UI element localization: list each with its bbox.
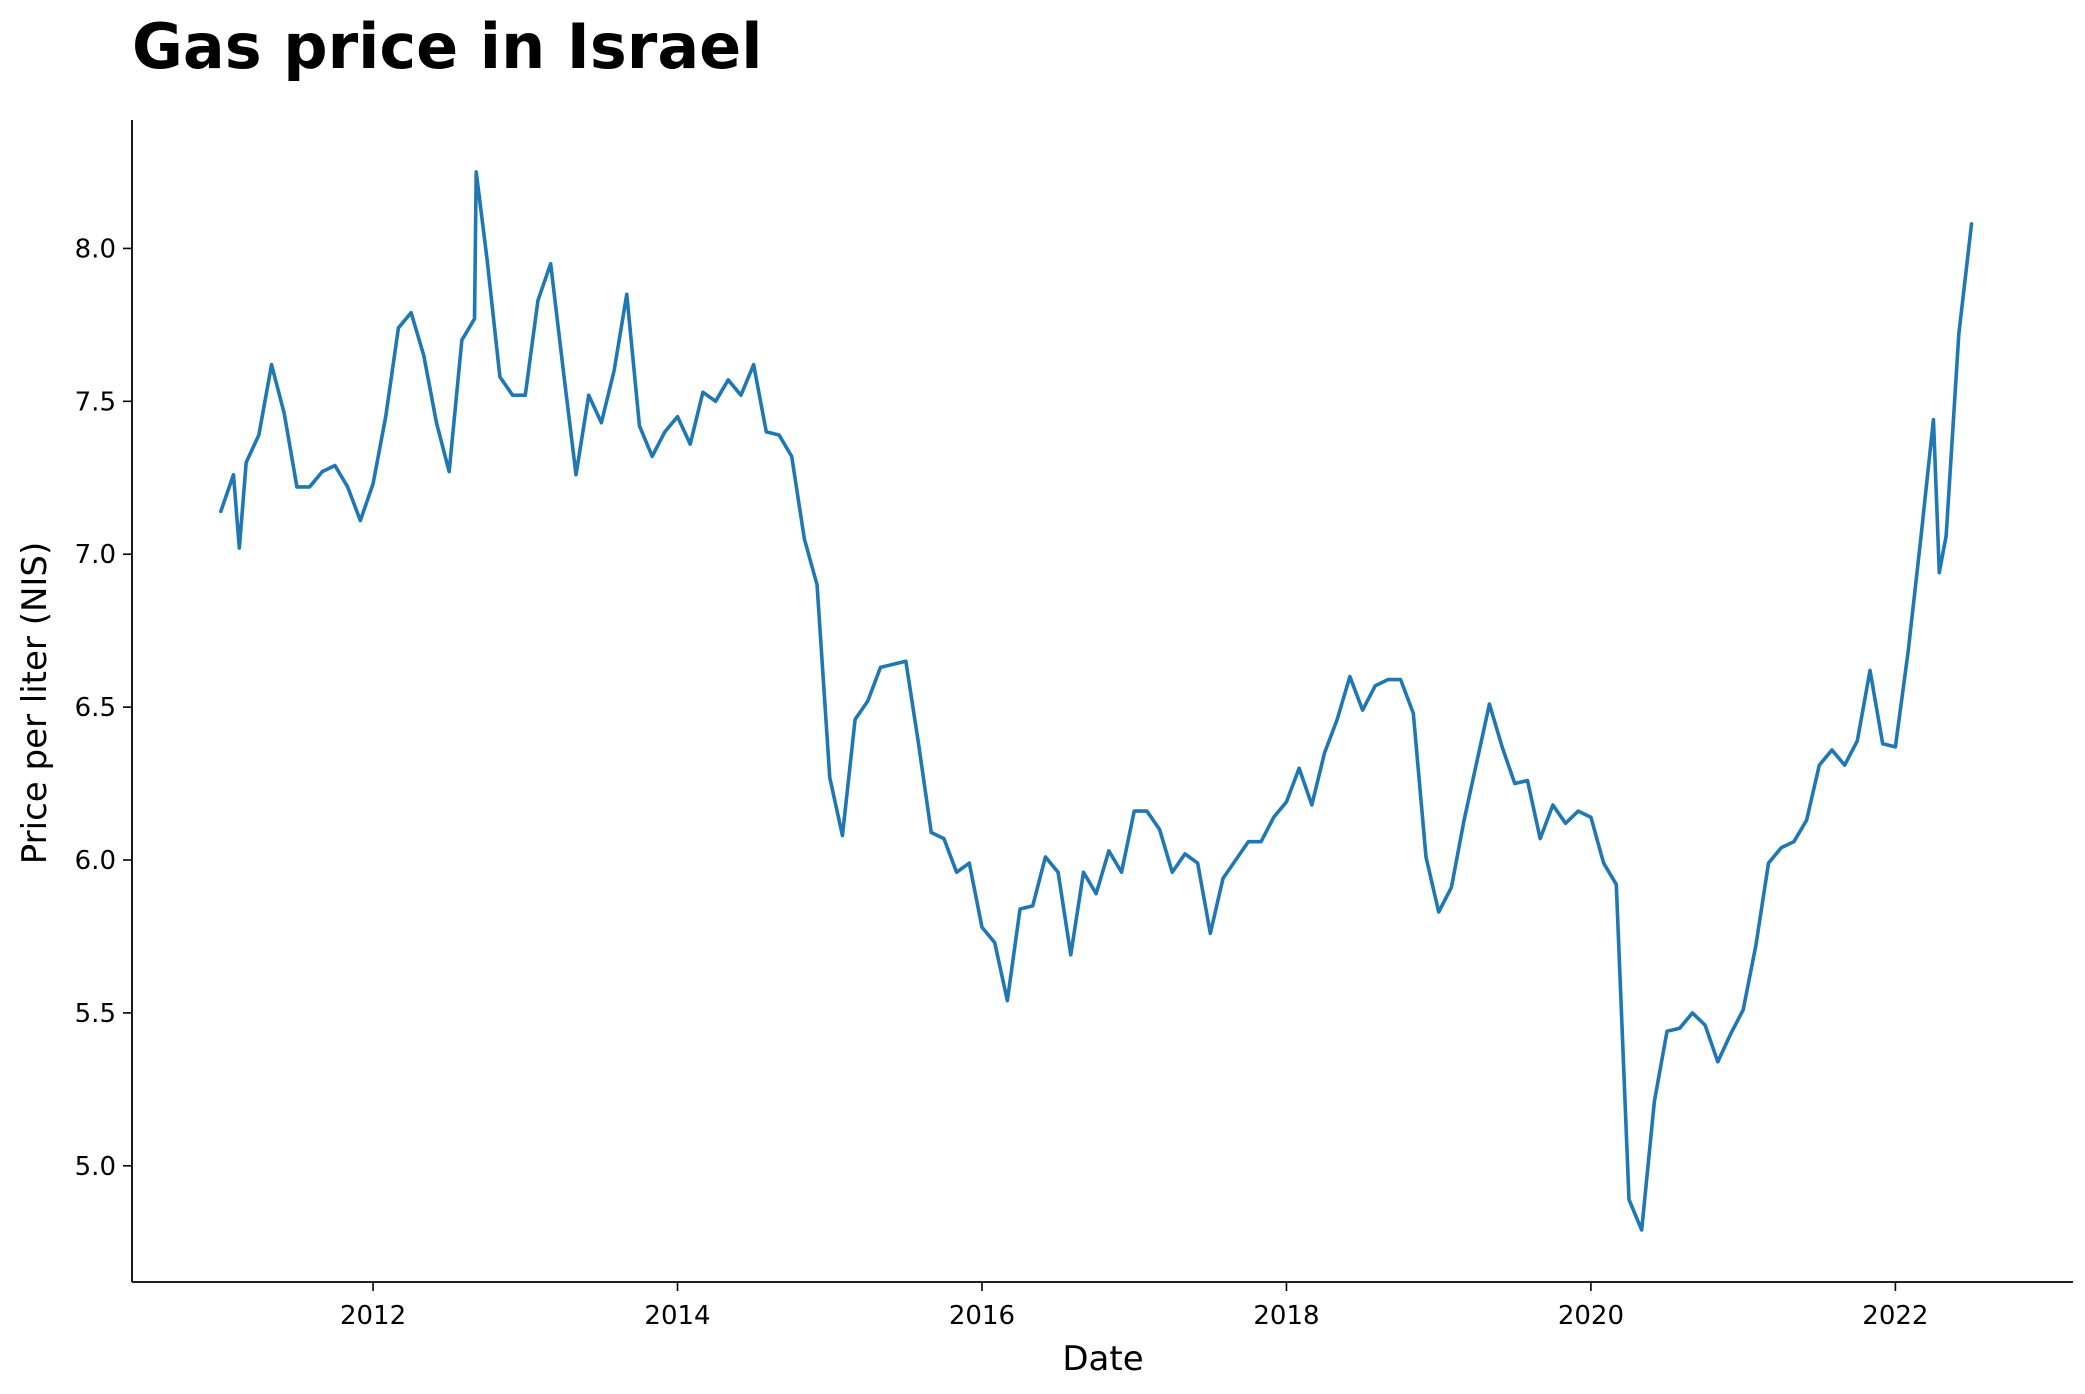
y-tick-label: 6.5 [75,693,116,723]
y-tick-label: 7.5 [75,387,116,417]
y-tick-label: 6.0 [75,846,116,876]
y-tick-label: 7.0 [75,540,116,570]
x-tick-label: 2018 [1253,1301,1319,1331]
y-tick-label: 5.0 [75,1152,116,1182]
price-series-line [219,170,1974,1232]
y-axis-ticks: 5.0 5.5 6.0 6.5 7.0 7.5 8.0 [75,234,132,1182]
y-axis-label: Price per liter (NIS) [15,542,55,865]
series-layer [219,170,1974,1232]
x-axis-label: Date [1062,1339,1143,1379]
x-tick-label: 2020 [1558,1301,1624,1331]
x-tick-label: 2012 [340,1301,406,1331]
x-axis-ticks: 2012 2014 2016 2018 2020 2022 [340,1282,1928,1331]
x-tick-label: 2016 [949,1301,1015,1331]
x-tick-label: 2022 [1862,1301,1928,1331]
y-tick-label: 5.5 [75,999,116,1029]
y-tick-label: 8.0 [75,234,116,264]
chart-title: Gas price in Israel [132,10,762,83]
x-tick-label: 2014 [644,1301,710,1331]
plot-area: 5.05.56.06.57.07.58.0 2012 2014 2016 2018 20… [75,120,2073,1331]
